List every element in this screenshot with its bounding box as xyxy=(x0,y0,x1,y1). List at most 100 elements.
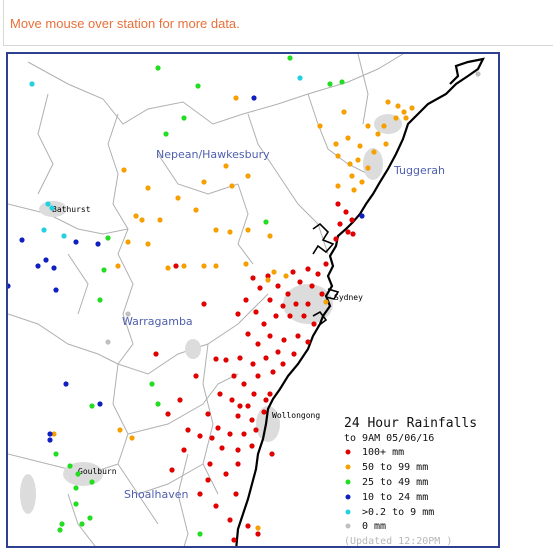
rain-station-marker[interactable] xyxy=(267,391,273,397)
rain-station-marker[interactable] xyxy=(263,355,269,361)
rain-station-marker[interactable] xyxy=(341,109,347,115)
rain-station-marker[interactable] xyxy=(345,135,351,141)
rain-station-marker[interactable] xyxy=(269,451,275,457)
rain-station-marker[interactable] xyxy=(401,109,407,115)
rain-station-marker[interactable] xyxy=(335,153,341,159)
rain-station-marker[interactable] xyxy=(125,239,131,245)
rain-station-marker[interactable] xyxy=(265,277,271,283)
rain-station-marker[interactable] xyxy=(235,311,241,317)
rain-station-marker[interactable] xyxy=(233,95,239,101)
rain-station-marker[interactable] xyxy=(35,263,41,269)
rain-station-marker[interactable] xyxy=(335,201,341,207)
rain-station-marker[interactable] xyxy=(79,521,85,527)
rain-station-marker[interactable] xyxy=(115,263,121,269)
rain-station-marker[interactable] xyxy=(265,273,271,279)
rain-station-marker[interactable] xyxy=(355,157,361,163)
rain-station-marker[interactable] xyxy=(245,403,251,409)
rain-station-marker[interactable] xyxy=(41,227,47,233)
rain-station-marker[interactable] xyxy=(250,275,256,281)
rain-station-marker[interactable] xyxy=(393,115,399,121)
rain-station-marker[interactable] xyxy=(229,183,235,189)
rain-station-marker[interactable] xyxy=(253,427,259,433)
rain-station-marker[interactable] xyxy=(197,491,203,497)
rain-station-marker[interactable] xyxy=(53,287,59,293)
rain-station-marker[interactable] xyxy=(333,236,339,242)
rain-station-marker[interactable] xyxy=(267,333,273,339)
rain-station-marker[interactable] xyxy=(165,411,171,417)
rain-station-marker[interactable] xyxy=(49,205,55,211)
rain-station-marker[interactable] xyxy=(323,261,329,267)
rain-station-marker[interactable] xyxy=(177,397,183,403)
rain-station-marker[interactable] xyxy=(67,463,73,469)
rain-station-marker[interactable] xyxy=(309,283,315,289)
rain-station-marker[interactable] xyxy=(75,471,81,477)
rain-station-marker[interactable] xyxy=(287,313,293,319)
rain-station-marker[interactable] xyxy=(317,123,323,129)
rainfall-map[interactable]: Nepean/Hawkesbury Tuggerah Warragamba Sh… xyxy=(6,52,500,548)
rain-station-marker[interactable] xyxy=(275,283,281,289)
rain-station-marker[interactable] xyxy=(339,79,345,85)
rain-station-marker[interactable] xyxy=(195,83,201,89)
rain-station-marker[interactable] xyxy=(117,427,123,433)
rain-station-marker[interactable] xyxy=(257,285,263,291)
rain-station-marker[interactable] xyxy=(349,173,355,179)
rain-station-marker[interactable] xyxy=(47,437,53,443)
rain-station-marker[interactable] xyxy=(207,461,213,467)
rain-station-marker[interactable] xyxy=(45,201,51,207)
rain-station-marker[interactable] xyxy=(59,521,65,527)
rain-station-marker[interactable] xyxy=(97,297,103,303)
rain-station-marker[interactable] xyxy=(235,461,241,467)
rain-station-marker[interactable] xyxy=(53,451,59,457)
rain-station-marker[interactable] xyxy=(301,313,307,319)
rain-station-marker[interactable] xyxy=(95,241,101,247)
rain-station-marker[interactable] xyxy=(145,185,151,191)
rain-station-marker[interactable] xyxy=(169,467,175,473)
rain-station-marker[interactable] xyxy=(281,337,287,343)
rain-station-marker[interactable] xyxy=(357,143,363,149)
rain-station-marker[interactable] xyxy=(319,291,325,297)
rain-station-marker[interactable] xyxy=(365,165,371,171)
rain-station-marker[interactable] xyxy=(229,397,235,403)
rain-station-marker[interactable] xyxy=(385,99,391,105)
rain-station-marker[interactable] xyxy=(271,269,277,275)
rain-station-marker[interactable] xyxy=(255,531,261,537)
rain-station-marker[interactable] xyxy=(19,237,25,243)
rain-station-marker[interactable] xyxy=(233,491,239,497)
rain-station-marker[interactable] xyxy=(145,241,151,247)
rain-station-marker[interactable] xyxy=(213,356,219,362)
rain-station-marker[interactable] xyxy=(223,471,229,477)
rain-station-marker[interactable] xyxy=(173,263,179,269)
rain-station-marker[interactable] xyxy=(213,503,219,509)
rain-station-marker[interactable] xyxy=(197,531,203,537)
rain-station-marker[interactable] xyxy=(383,141,389,147)
rain-station-marker[interactable] xyxy=(235,447,241,453)
rain-station-marker[interactable] xyxy=(359,179,365,185)
rain-station-marker[interactable] xyxy=(219,445,225,451)
rain-station-marker[interactable] xyxy=(149,381,155,387)
rain-station-marker[interactable] xyxy=(243,297,249,303)
rain-station-marker[interactable] xyxy=(323,299,329,305)
rain-station-marker[interactable] xyxy=(295,333,301,339)
rain-station-marker[interactable] xyxy=(73,239,79,245)
rain-station-marker[interactable] xyxy=(327,81,333,87)
rain-station-marker[interactable] xyxy=(101,267,107,273)
rain-station-marker[interactable] xyxy=(245,331,251,337)
rain-station-marker[interactable] xyxy=(165,265,171,271)
rain-station-marker[interactable] xyxy=(241,431,247,437)
rain-station-marker[interactable] xyxy=(245,227,251,233)
rain-station-marker[interactable] xyxy=(157,217,163,223)
rain-station-marker[interactable] xyxy=(350,231,356,237)
rain-station-marker[interactable] xyxy=(251,391,257,397)
rain-station-marker[interactable] xyxy=(297,279,303,285)
rain-station-marker[interactable] xyxy=(29,81,35,87)
rain-station-marker[interactable] xyxy=(250,361,256,367)
rain-station-marker[interactable] xyxy=(213,227,219,233)
rain-station-marker[interactable] xyxy=(283,273,289,279)
rain-station-marker[interactable] xyxy=(235,413,241,419)
rain-station-marker[interactable] xyxy=(249,417,255,423)
rain-station-marker[interactable] xyxy=(409,105,415,111)
rain-station-marker[interactable] xyxy=(237,355,243,361)
rain-station-marker[interactable] xyxy=(375,131,381,137)
rain-station-marker[interactable] xyxy=(175,195,181,201)
rain-station-marker[interactable] xyxy=(227,517,233,523)
